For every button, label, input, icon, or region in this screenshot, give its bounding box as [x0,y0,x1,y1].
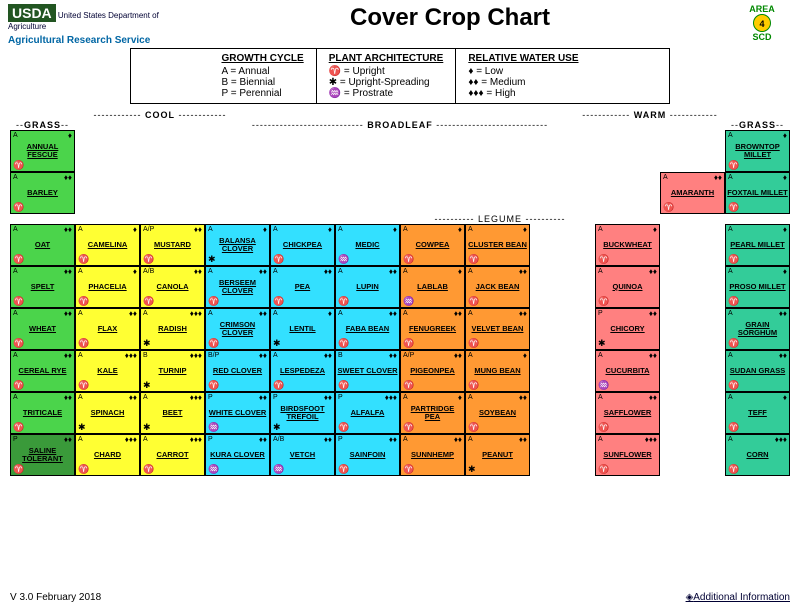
crop-cell[interactable]: A♦CHICKPEA♈ [270,224,335,266]
crop-cell[interactable]: A♦♦VELVET BEAN♈ [465,308,530,350]
crop-cell[interactable]: A♦COWPEA♈ [400,224,465,266]
crop-cell[interactable]: A♦♦FLAX♈ [75,308,140,350]
usda-block: USDA United States Department of Agricul… [8,4,168,46]
crop-cell[interactable]: A/B♦♦VETCH♒ [270,434,335,476]
crop-cell[interactable]: A♦PEARL MILLET♈ [725,224,790,266]
crop-cell[interactable]: A♦TEFF♈ [725,392,790,434]
crop-cell[interactable]: A♦BUCKWHEAT♈ [595,224,660,266]
crop-cell[interactable]: A♦LENTIL✱ [270,308,335,350]
crop-cell[interactable]: A♦♦SPELT♈ [10,266,75,308]
crop-cell[interactable]: P♦♦WHITE CLOVER♒ [205,392,270,434]
crop-cell[interactable]: A♦♦LUPIN♈ [335,266,400,308]
season-grass-broadleaf: --GRASS-- ---------------------------- B… [0,120,800,130]
crop-cell[interactable]: A♦ANNUAL FESCUE♈ [10,130,75,172]
crop-cell[interactable]: A♦♦GRAIN SORGHUM♈ [725,308,790,350]
crop-cell[interactable]: A♦♦♦CHARD♈ [75,434,140,476]
crop-cell[interactable]: P♦♦KURA CLOVER♒ [205,434,270,476]
crop-cell[interactable]: A♦♦LESPEDEZA♈ [270,350,335,392]
crop-cell[interactable]: A♦♦CRIMSON CLOVER♈ [205,308,270,350]
chart-grid: A♦ANNUAL FESCUE♈ A♦BROWNTOP MILLET♈ A♦♦BAR… [0,130,800,476]
crop-cell[interactable]: A♦♦CEREAL RYE♈ [10,350,75,392]
crop-cell[interactable]: A♦LABLAB♒ [400,266,465,308]
crop-cell[interactable]: A♦♦JACK BEAN♈ [465,266,530,308]
crop-cell[interactable]: A♦♦♦SUNFLOWER♈ [595,434,660,476]
crop-cell[interactable]: A♦PROSO MILLET♈ [725,266,790,308]
crop-cell[interactable]: P♦♦SALINE TOLERANT♈ [10,434,75,476]
crop-cell[interactable]: A♦♦♦CORN♈ [725,434,790,476]
crop-cell[interactable]: A♦♦FABA BEAN♈ [335,308,400,350]
crop-cell[interactable]: P♦♦CHICORY✱ [595,308,660,350]
crop-cell[interactable]: A/P♦♦PIGEONPEA♈ [400,350,465,392]
additional-info-link[interactable]: ◈Additional Information [686,592,790,603]
crop-cell[interactable]: A♦CLUSTER BEAN♈ [465,224,530,266]
crop-cell[interactable]: A♦♦TRITICALE♈ [10,392,75,434]
crop-cell[interactable]: A♦♦PEANUT✱ [465,434,530,476]
crop-cell[interactable]: B♦♦♦TURNIP✱ [140,350,205,392]
crop-cell[interactable]: A♦PHACELIA♈ [75,266,140,308]
crop-cell[interactable]: B/P♦♦RED CLOVER♈ [205,350,270,392]
crop-cell[interactable]: A♦♦SOYBEAN♈ [465,392,530,434]
crop-cell[interactable]: A♦♦♦BEET✱ [140,392,205,434]
crop-cell[interactable]: P♦♦SAINFOIN♈ [335,434,400,476]
crop-cell[interactable]: A♦MUNG BEAN♈ [465,350,530,392]
legend-arch: PLANT ARCHITECTURE ♈ = Upright ✱ = Uprig… [317,49,457,103]
crop-cell[interactable]: A♦BALANSA CLOVER✱ [205,224,270,266]
usda-logo: USDA [8,4,56,22]
crop-cell[interactable]: A♦PARTRIDGE PEA♈ [400,392,465,434]
crop-cell[interactable]: P♦♦♦ALFALFA♈ [335,392,400,434]
crop-cell[interactable]: A♦♦CUCURBITA♒ [595,350,660,392]
crop-cell[interactable]: A♦♦♦KALE♈ [75,350,140,392]
crop-cell[interactable]: A♦♦SUDAN GRASS♈ [725,350,790,392]
crop-cell[interactable]: A♦♦QUINOA♈ [595,266,660,308]
crop-cell[interactable]: A♦♦SUNNHEMP♈ [400,434,465,476]
page-title: Cover Crop Chart [168,4,732,32]
crop-cell[interactable]: A/P♦♦MUSTARD♈ [140,224,205,266]
crop-cell[interactable]: A♦♦FENUGREEK♈ [400,308,465,350]
crop-cell[interactable]: A♦♦♦RADISH✱ [140,308,205,350]
legend-growth: GROWTH CYCLE A = Annual B = Biennial P =… [209,49,316,103]
crop-cell[interactable]: A♦FOXTAIL MILLET♈ [725,172,790,214]
crop-cell[interactable]: A♦BROWNTOP MILLET♈ [725,130,790,172]
crop-cell[interactable]: A♦CAMELINA♈ [75,224,140,266]
season-cool-warm: ------------ COOL ------------ ---------… [0,110,800,120]
ars-label: Agricultural Research Service [8,35,168,46]
crop-cell[interactable]: A♦♦BERSEEM CLOVER♈ [205,266,270,308]
crop-cell[interactable]: P♦♦BIRDSFOOT TREFOIL✱ [270,392,335,434]
crop-cell[interactable]: A♦♦WHEAT♈ [10,308,75,350]
version-label: V 3.0 February 2018 [10,592,101,603]
legend-water: RELATIVE WATER USE ♦ = Low ♦♦ = Medium ♦… [456,49,590,103]
crop-cell[interactable]: B♦♦SWEET CLOVER♈ [335,350,400,392]
crop-cell[interactable]: A♦♦AMARANTH♈ [660,172,725,214]
crop-cell[interactable]: A♦♦OAT♈ [10,224,75,266]
area-logo: AREA 4 SCD [732,4,792,42]
crop-cell[interactable]: A♦MEDIC♒ [335,224,400,266]
crop-cell[interactable]: A♦♦SPINACH✱ [75,392,140,434]
legend-box: GROWTH CYCLE A = Annual B = Biennial P =… [130,48,670,104]
crop-cell[interactable]: A♦♦♦CARROT♈ [140,434,205,476]
crop-cell[interactable]: A♦♦PEA♈ [270,266,335,308]
crop-cell[interactable]: A♦♦BARLEY♈ [10,172,75,214]
crop-cell[interactable]: A♦♦SAFFLOWER♈ [595,392,660,434]
crop-cell[interactable]: A/B♦♦CANOLA♈ [140,266,205,308]
